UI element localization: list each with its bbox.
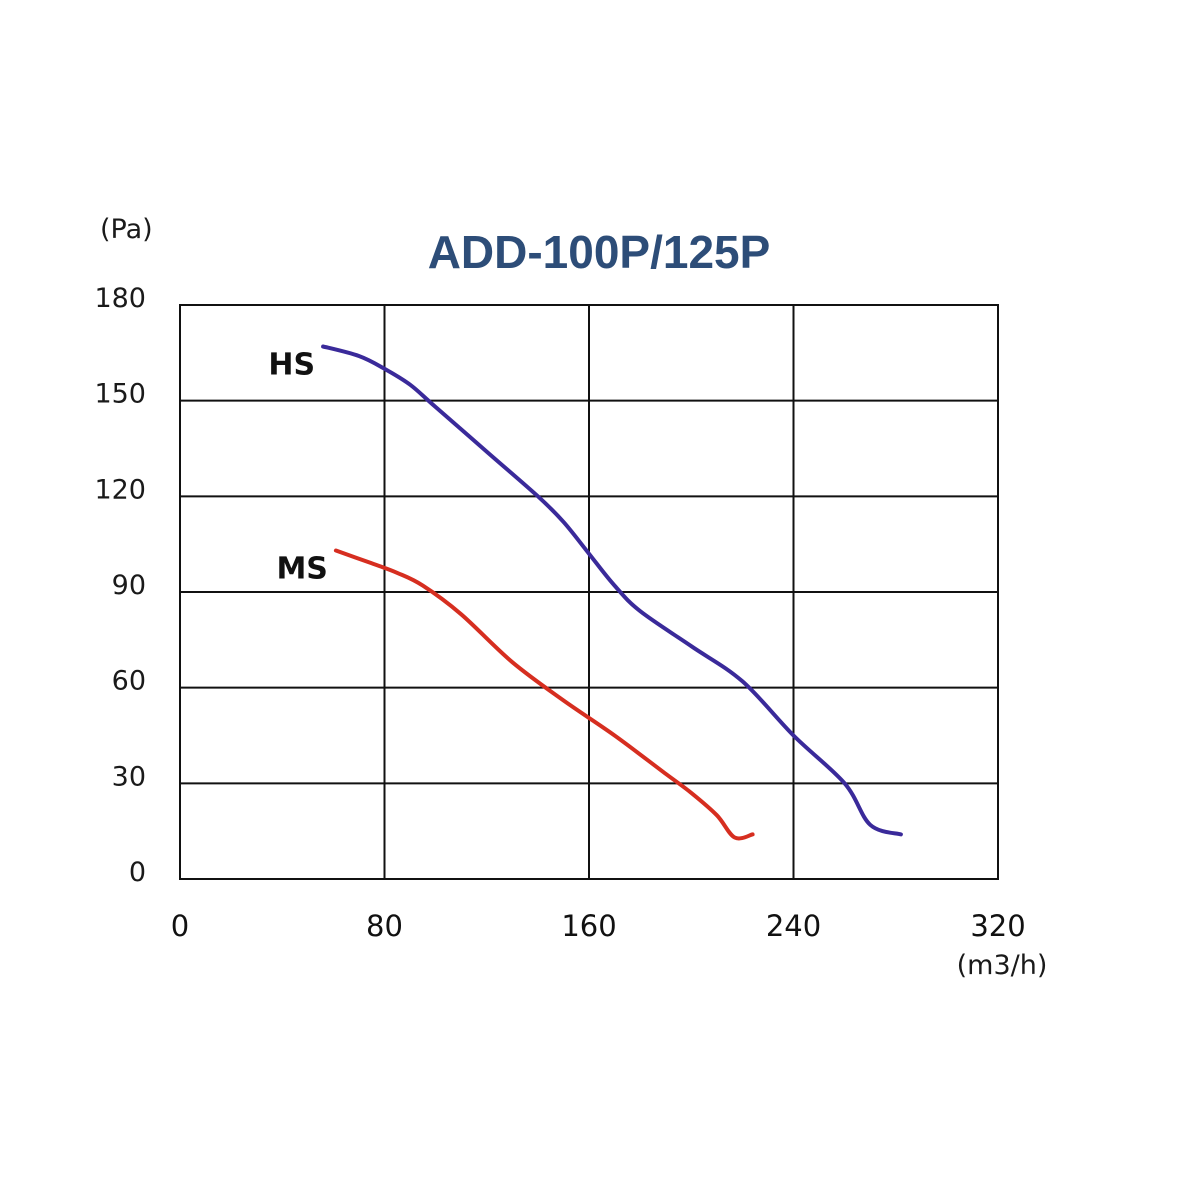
series-line-hs bbox=[321, 344, 903, 837]
y-tick-label: 0 bbox=[129, 857, 146, 888]
x-axis-unit-label: (m3/h) bbox=[957, 950, 1048, 981]
x-tick-label: 160 bbox=[561, 909, 616, 943]
series-label-ms: MS bbox=[276, 552, 327, 587]
y-tick-label: 30 bbox=[112, 761, 146, 792]
y-tick-label: 90 bbox=[112, 570, 146, 601]
x-tick-label: 0 bbox=[171, 909, 189, 943]
series-lines bbox=[321, 344, 903, 841]
y-axis-ticks: 0 30 60 90 120 150 180 bbox=[94, 283, 146, 888]
y-tick-label: 120 bbox=[94, 474, 146, 505]
series-labels: HS MS bbox=[268, 347, 328, 586]
x-axis-ticks: 0 80 160 240 320 bbox=[171, 909, 1026, 943]
grid-lines bbox=[179, 304, 999, 880]
series-label-hs: HS bbox=[268, 347, 315, 382]
y-axis-unit-label: (Pa) bbox=[100, 214, 153, 245]
y-tick-label: 150 bbox=[94, 379, 146, 410]
x-tick-label: 80 bbox=[366, 909, 403, 943]
chart-title: ADD-100P/125P bbox=[428, 226, 771, 278]
plot-frame bbox=[179, 304, 999, 880]
y-tick-label: 60 bbox=[112, 666, 146, 697]
series-line-ms bbox=[333, 548, 755, 841]
y-tick-label: 180 bbox=[94, 283, 146, 314]
x-tick-label: 320 bbox=[970, 909, 1025, 943]
x-tick-label: 240 bbox=[766, 909, 821, 943]
